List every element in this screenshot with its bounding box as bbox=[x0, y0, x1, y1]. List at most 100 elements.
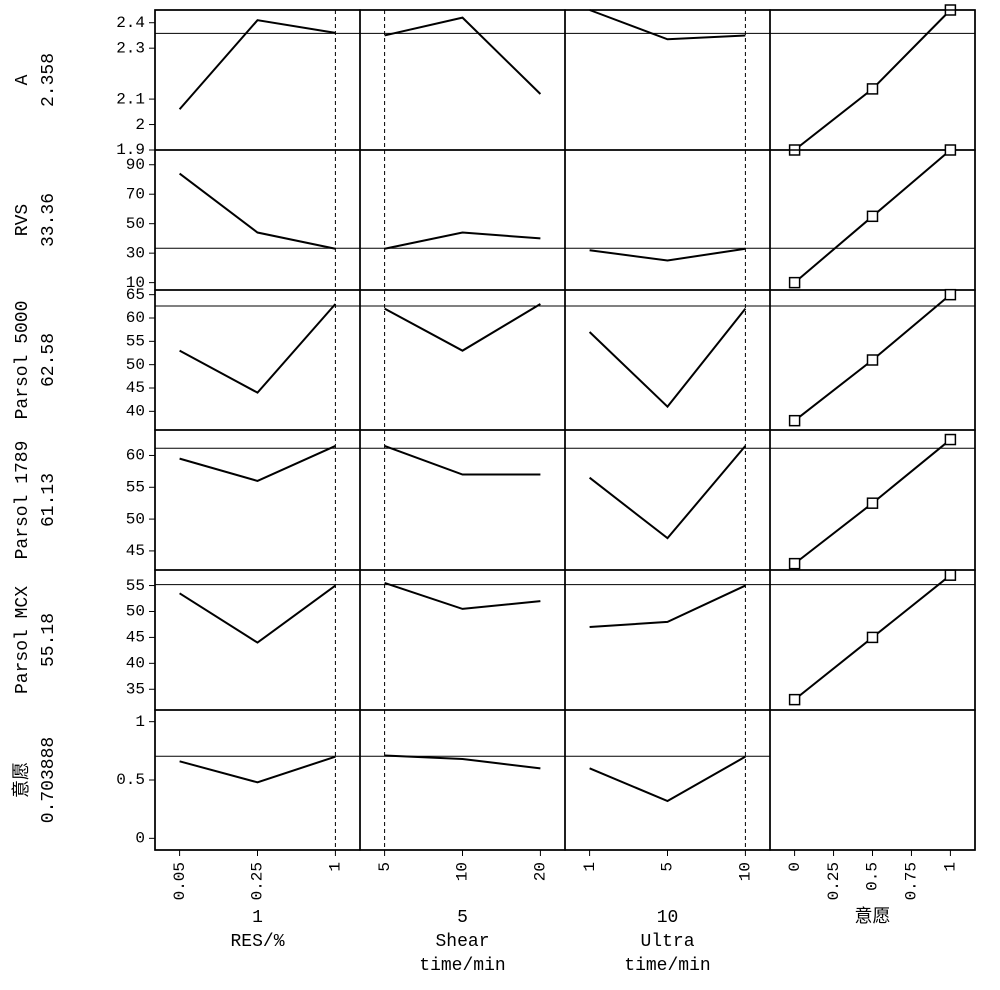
x-tick-label: 5 bbox=[659, 862, 677, 872]
data-line bbox=[180, 757, 336, 783]
y-tick-label: 2 bbox=[135, 116, 145, 134]
data-marker bbox=[868, 632, 878, 642]
panel-border bbox=[155, 430, 360, 570]
x-tick-label: 20 bbox=[532, 862, 550, 881]
panel-border bbox=[360, 10, 565, 150]
panel-border bbox=[565, 150, 770, 290]
y-tick-label: 2.4 bbox=[116, 14, 145, 32]
panel-border bbox=[565, 290, 770, 430]
panel-border bbox=[360, 710, 565, 850]
x-tick-label: 0.05 bbox=[171, 862, 189, 900]
y-tick-label: 55 bbox=[126, 577, 145, 595]
col-name-label: RES/% bbox=[230, 932, 284, 952]
data-line bbox=[590, 586, 746, 627]
y-tick-label: 45 bbox=[126, 542, 145, 560]
x-tick-label: 0.25 bbox=[825, 862, 843, 900]
data-marker bbox=[868, 84, 878, 94]
y-tick-label: 50 bbox=[126, 603, 145, 621]
col-value-label: 1 bbox=[252, 908, 263, 928]
panel-border bbox=[155, 710, 360, 850]
panel-border bbox=[360, 570, 565, 710]
data-marker bbox=[945, 290, 955, 300]
data-line bbox=[795, 10, 951, 150]
prediction-profiler-grid: 1.922.12.32.4A2.3581030507090RVS33.36404… bbox=[0, 0, 1000, 990]
data-marker bbox=[790, 559, 800, 569]
data-marker bbox=[790, 278, 800, 288]
col-name-label: Shear bbox=[435, 932, 489, 952]
panel-border bbox=[565, 430, 770, 570]
y-tick-label: 50 bbox=[126, 356, 145, 374]
x-tick-label: 1 bbox=[327, 862, 345, 872]
row-name-label: RVS bbox=[13, 204, 33, 236]
data-marker bbox=[790, 416, 800, 426]
data-line bbox=[590, 10, 746, 39]
y-tick-label: 70 bbox=[126, 185, 145, 203]
data-marker bbox=[868, 355, 878, 365]
data-marker bbox=[945, 145, 955, 155]
data-marker bbox=[868, 211, 878, 221]
panel-border bbox=[360, 150, 565, 290]
y-tick-label: 0 bbox=[135, 830, 145, 848]
y-tick-label: 0.5 bbox=[116, 771, 145, 789]
data-line bbox=[590, 757, 746, 801]
y-tick-label: 40 bbox=[126, 655, 145, 673]
x-tick-label: 0.5 bbox=[864, 862, 882, 891]
data-marker bbox=[945, 435, 955, 445]
y-tick-label: 55 bbox=[126, 333, 145, 351]
y-tick-label: 55 bbox=[126, 478, 145, 496]
data-marker bbox=[945, 570, 955, 580]
data-line bbox=[385, 446, 541, 475]
data-line bbox=[385, 583, 541, 609]
data-line bbox=[590, 249, 746, 261]
y-tick-label: 30 bbox=[126, 244, 145, 262]
y-tick-label: 45 bbox=[126, 379, 145, 397]
col-name-label: time/min bbox=[419, 956, 505, 976]
panel-border bbox=[565, 570, 770, 710]
row-value-label: 0.703888 bbox=[39, 737, 59, 823]
y-tick-label: 50 bbox=[126, 510, 145, 528]
x-tick-label: 1 bbox=[942, 862, 960, 872]
y-tick-label: 90 bbox=[126, 156, 145, 174]
row-name-label: Parsol 1789 bbox=[13, 441, 33, 560]
col-value-label: 10 bbox=[657, 908, 679, 928]
data-line bbox=[180, 304, 336, 393]
y-tick-label: 2.1 bbox=[116, 90, 145, 108]
data-marker bbox=[790, 695, 800, 705]
data-line bbox=[385, 756, 541, 769]
col-name-label: time/min bbox=[624, 956, 710, 976]
x-tick-label: 5 bbox=[376, 862, 394, 872]
panel-border bbox=[155, 150, 360, 290]
y-tick-label: 45 bbox=[126, 629, 145, 647]
panel-border bbox=[770, 710, 975, 850]
y-tick-label: 65 bbox=[126, 286, 145, 304]
data-marker bbox=[868, 498, 878, 508]
row-name-label: 意愿 bbox=[11, 762, 33, 798]
data-line bbox=[180, 174, 336, 249]
row-value-label: 33.36 bbox=[39, 193, 59, 247]
panel-border bbox=[565, 10, 770, 150]
panel-border bbox=[360, 430, 565, 570]
row-name-label: A bbox=[13, 74, 33, 85]
x-tick-label: 0.25 bbox=[249, 862, 267, 900]
col-name-label: Ultra bbox=[640, 932, 694, 952]
y-tick-label: 40 bbox=[126, 403, 145, 421]
x-tick-label: 1 bbox=[581, 862, 599, 872]
data-line bbox=[590, 309, 746, 407]
row-value-label: 61.13 bbox=[39, 473, 59, 527]
panel-border bbox=[565, 710, 770, 850]
y-tick-label: 2.3 bbox=[116, 39, 145, 57]
data-line bbox=[385, 18, 541, 94]
data-line bbox=[385, 233, 541, 249]
row-value-label: 55.18 bbox=[39, 613, 59, 667]
x-tick-label: 10 bbox=[454, 862, 472, 881]
data-line bbox=[180, 586, 336, 643]
row-value-label: 62.58 bbox=[39, 333, 59, 387]
y-tick-label: 60 bbox=[126, 309, 145, 327]
y-tick-label: 35 bbox=[126, 680, 145, 698]
panel-border bbox=[770, 10, 975, 150]
col-name-label: 意愿 bbox=[855, 906, 891, 928]
row-value-label: 2.358 bbox=[39, 53, 59, 107]
col-value-label: 5 bbox=[457, 908, 468, 928]
y-tick-label: 1 bbox=[135, 713, 145, 731]
data-line bbox=[385, 304, 541, 351]
